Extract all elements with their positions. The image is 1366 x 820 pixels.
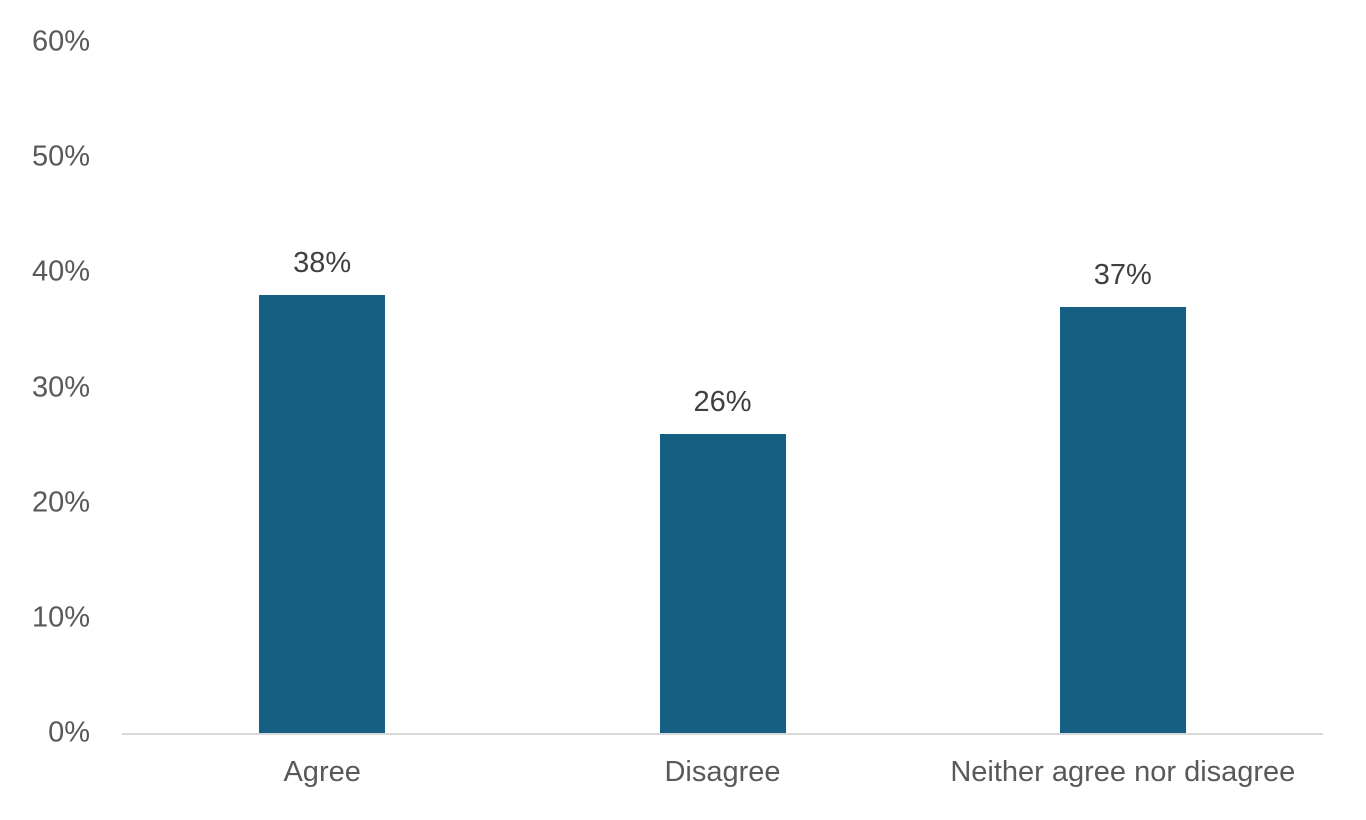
y-axis-tick-label: 10% [31,601,90,634]
y-axis-tick-label: 0% [48,716,90,749]
y-axis-tick-label: 20% [31,486,90,519]
y-axis-tick-label: 30% [31,371,90,404]
data-label: 26% [693,385,752,418]
bar-disagree [659,433,786,733]
x-axis-line [122,733,1323,735]
y-axis-tick-label: 40% [31,255,90,288]
x-axis-category-label: Agree [283,756,361,788]
x-axis-category-label: Disagree [664,756,781,788]
bar-neither-agree-nor-disagree [1059,306,1186,733]
y-axis-tick-label: 50% [31,140,90,173]
data-label: 37% [1093,258,1152,291]
x-axis-category-label: Neither agree nor disagree [950,756,1296,788]
data-label: 38% [293,247,352,280]
y-axis-tick-label: 60% [31,25,90,58]
bar-agree [259,295,386,733]
